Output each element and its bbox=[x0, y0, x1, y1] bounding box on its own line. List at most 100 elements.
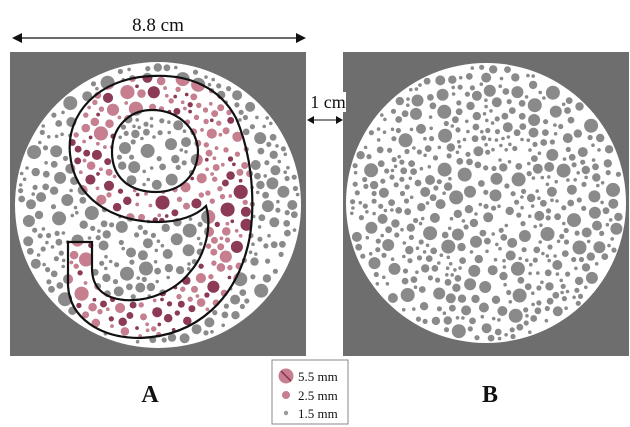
plate-b-dot bbox=[368, 130, 374, 136]
plate-b-dot bbox=[390, 168, 395, 173]
figure-nine-dot bbox=[230, 219, 235, 224]
plate-b-dot bbox=[614, 212, 623, 222]
plate-b-dot bbox=[437, 261, 441, 265]
plate-a-dot bbox=[61, 194, 74, 206]
figure-nine-dot bbox=[184, 92, 189, 97]
figure-nine-dot bbox=[190, 93, 198, 101]
plate-b-dot bbox=[487, 265, 498, 276]
plate-a-dot bbox=[248, 250, 253, 255]
plate-b-dot bbox=[429, 126, 434, 131]
plate-a-dot bbox=[117, 68, 123, 75]
plate-a-dot bbox=[45, 267, 51, 273]
figure-nine-dot bbox=[227, 275, 232, 280]
plate-a-dot bbox=[262, 124, 267, 129]
plate-a-dot bbox=[54, 171, 67, 184]
plate-b-dot bbox=[395, 96, 404, 106]
plate-b-dot bbox=[351, 206, 355, 210]
plate-a-dot bbox=[160, 243, 165, 248]
plate-b-dot bbox=[446, 255, 451, 260]
plate-b-dot bbox=[565, 97, 573, 104]
plate-a-dot bbox=[50, 160, 58, 168]
plate-a-dot bbox=[270, 241, 278, 249]
plate-a-dot bbox=[49, 186, 59, 195]
plate-a-dot bbox=[261, 200, 274, 213]
plate-b-dot bbox=[585, 271, 598, 284]
plate-b-dot bbox=[449, 190, 464, 205]
plate-b-dot bbox=[505, 206, 514, 216]
plate-a-dot bbox=[56, 282, 64, 289]
figure-nine-dot bbox=[107, 103, 119, 116]
figure-nine-dot bbox=[240, 218, 253, 231]
plate-b-dot bbox=[584, 285, 588, 290]
figure-nine-dot bbox=[87, 105, 91, 110]
plate-b-dot bbox=[545, 182, 550, 187]
plate-b-dot bbox=[444, 278, 452, 286]
figure-nine-dot bbox=[112, 203, 122, 212]
plate-b-dot bbox=[445, 266, 450, 271]
figure-nine-dot bbox=[207, 280, 220, 293]
plate-a-dot bbox=[19, 171, 24, 176]
figure-nine-outline bbox=[66, 74, 254, 340]
plate-b-dot bbox=[535, 189, 539, 193]
plate-b-dot bbox=[420, 216, 425, 221]
figure-nine-dot bbox=[205, 157, 209, 162]
plate-a-dot bbox=[55, 238, 63, 246]
plate-b-dot bbox=[527, 98, 542, 113]
figure-nine-dot bbox=[222, 179, 229, 187]
figure-nine-dot bbox=[120, 85, 135, 100]
figure-nine-dot bbox=[77, 270, 83, 276]
plate-b-dot bbox=[443, 182, 453, 191]
plate-b-dot bbox=[575, 300, 581, 306]
plate-b-dot bbox=[360, 253, 366, 259]
plate-b-dot bbox=[504, 333, 508, 337]
plate-b-dot bbox=[511, 73, 520, 82]
figure-nine-dot bbox=[91, 149, 102, 160]
plate-b-dot bbox=[528, 80, 538, 90]
plate-b-dot bbox=[418, 286, 426, 293]
plate-b-dot bbox=[560, 283, 566, 289]
plate-b-dot bbox=[472, 123, 480, 131]
figure-nine-dot bbox=[171, 328, 176, 332]
plate-b-dot bbox=[427, 275, 433, 281]
plate-b-dot bbox=[545, 282, 554, 291]
plate-b-dot bbox=[459, 257, 466, 264]
plate-b-dot bbox=[380, 233, 385, 238]
plate-b-dot bbox=[478, 180, 485, 187]
plate-b-dot bbox=[436, 179, 442, 185]
plate-b-dot bbox=[358, 215, 364, 221]
plate-b-dot bbox=[416, 255, 423, 261]
figure-nine-dot bbox=[105, 168, 113, 176]
plate-b-dot bbox=[469, 250, 474, 254]
plate-a-dot bbox=[118, 239, 124, 246]
figure-nine-dot bbox=[211, 260, 217, 266]
plate-a-dot bbox=[266, 177, 279, 190]
plate-b-dot bbox=[530, 315, 538, 322]
figure-nine-dot bbox=[175, 86, 181, 92]
plate-b-dot bbox=[390, 208, 394, 212]
plate-b-dot bbox=[520, 205, 524, 210]
figure-nine-dot bbox=[103, 145, 107, 149]
plate-a-dot bbox=[118, 161, 127, 170]
plate-b-dot bbox=[483, 212, 494, 223]
plate-b-dot bbox=[389, 174, 395, 180]
plate-b-dot bbox=[553, 132, 558, 136]
plate-b-dot bbox=[487, 137, 492, 142]
plate-a-dot bbox=[234, 102, 240, 108]
figure-nine-dot bbox=[92, 99, 98, 105]
figure-nine-dot bbox=[104, 158, 112, 166]
plate-b-dot bbox=[536, 300, 542, 306]
plate-a-dot bbox=[269, 121, 273, 126]
plate-b-dot bbox=[483, 189, 489, 195]
plate-b-dot bbox=[371, 190, 377, 197]
plate-b-dot bbox=[463, 224, 469, 230]
plate-a-dot bbox=[269, 150, 278, 159]
plate-a-dot bbox=[239, 289, 247, 296]
figure-nine-dot bbox=[145, 328, 150, 333]
plate-b-dot bbox=[422, 318, 428, 324]
plate-a-dot bbox=[42, 145, 49, 151]
plate-b-dot bbox=[578, 256, 585, 263]
plate-b-dot bbox=[526, 193, 536, 203]
plate-b-dot bbox=[534, 210, 545, 221]
figure-nine-dot bbox=[86, 161, 96, 170]
plate-b-dot bbox=[508, 300, 513, 304]
